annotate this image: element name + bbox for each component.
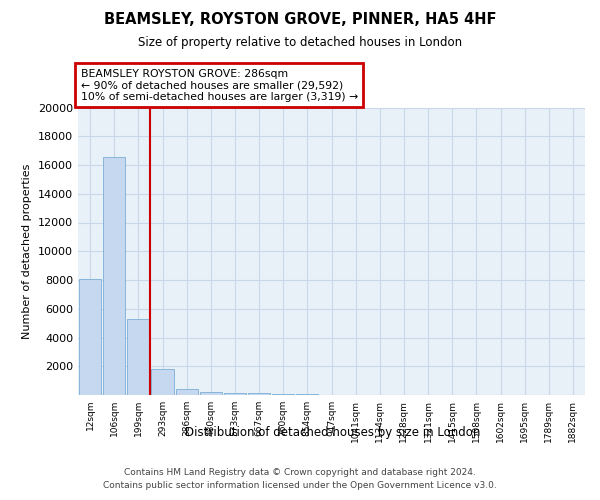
Text: Distribution of detached houses by size in London: Distribution of detached houses by size … — [185, 426, 481, 439]
Bar — [248, 394, 270, 395]
Text: BEAMSLEY ROYSTON GROVE: 286sqm
← 90% of detached houses are smaller (29,592)
10%: BEAMSLEY ROYSTON GROVE: 286sqm ← 90% of … — [80, 68, 358, 102]
Bar — [103, 157, 125, 395]
Text: Size of property relative to detached houses in London: Size of property relative to detached ho… — [138, 36, 462, 49]
Bar — [272, 394, 295, 395]
Bar — [296, 394, 319, 395]
Text: Contains HM Land Registry data © Crown copyright and database right 2024.: Contains HM Land Registry data © Crown c… — [124, 468, 476, 477]
Bar — [176, 389, 198, 395]
Bar — [151, 369, 173, 395]
Text: Contains public sector information licensed under the Open Government Licence v3: Contains public sector information licen… — [103, 482, 497, 490]
Bar — [224, 393, 246, 395]
Y-axis label: Number of detached properties: Number of detached properties — [22, 164, 32, 339]
Bar — [79, 280, 101, 395]
Bar — [127, 319, 149, 395]
Text: BEAMSLEY, ROYSTON GROVE, PINNER, HA5 4HF: BEAMSLEY, ROYSTON GROVE, PINNER, HA5 4HF — [104, 12, 496, 28]
Bar — [200, 392, 222, 395]
